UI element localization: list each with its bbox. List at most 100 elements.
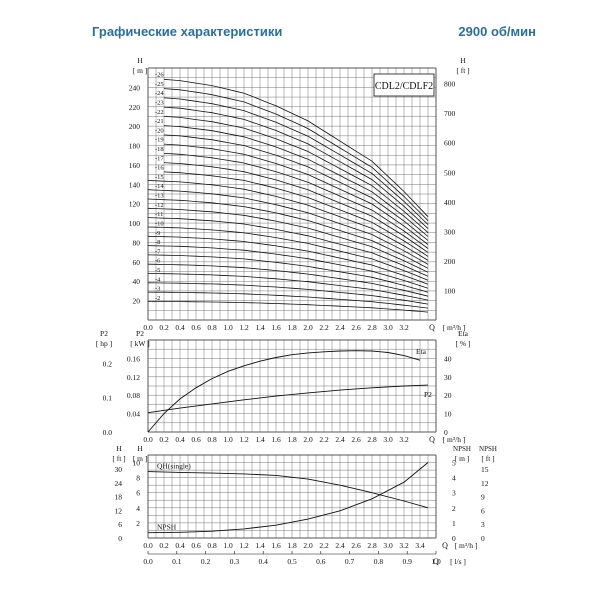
y-npsh-ft-tick-label: 9 bbox=[481, 493, 485, 502]
y-kw-axis-label: P2 bbox=[136, 329, 144, 338]
stage-label: -5 bbox=[155, 267, 160, 274]
stage-label: -11 bbox=[155, 211, 163, 218]
stage-curve-20 bbox=[163, 134, 429, 241]
x-tick-label: 0.4 bbox=[175, 541, 185, 550]
x-tick-label: 1.0 bbox=[223, 323, 233, 332]
y-tick-label: 240 bbox=[129, 83, 141, 92]
stage-curve-10 bbox=[147, 226, 429, 281]
x-tick-label: 2.0 bbox=[303, 435, 313, 444]
y-right-axis-label: H bbox=[460, 56, 466, 65]
x-tick-label: 3.0 bbox=[383, 435, 393, 444]
x-tick-label: 0.4 bbox=[175, 323, 185, 332]
x2-axis-unit: [ l/s ] bbox=[450, 557, 466, 566]
stage-curve-7 bbox=[147, 254, 429, 293]
x-tick-label: 2.8 bbox=[367, 323, 377, 332]
y-m-tick-label: 8 bbox=[136, 474, 140, 483]
x-tick-label: 3.0 bbox=[383, 323, 393, 332]
x2-axis-label: Q bbox=[433, 557, 439, 566]
stage-label: -26 bbox=[155, 72, 164, 79]
y-axis-unit: [ m ] bbox=[133, 66, 148, 75]
stage-label: -7 bbox=[155, 248, 161, 255]
stage-curve-3 bbox=[147, 291, 429, 309]
x-tick-label: 1.4 bbox=[255, 435, 265, 444]
x2-tick-label: 0.4 bbox=[259, 557, 269, 566]
x-axis-unit: [ m³/h ] bbox=[443, 435, 466, 444]
x-tick-label: 2.6 bbox=[351, 323, 361, 332]
x-tick-label: 0.0 bbox=[143, 541, 153, 550]
x-tick-label: 1.6 bbox=[271, 541, 281, 550]
y-npsh-ft-tick-label: 0 bbox=[481, 534, 485, 543]
y-kw-tick-label: 0.08 bbox=[127, 391, 140, 400]
y-npsh-m-tick-label: 5 bbox=[452, 459, 456, 468]
series-label-npsh: NPSH bbox=[157, 523, 177, 532]
y-tick-label: 200 bbox=[129, 122, 141, 131]
y-hp-axis-unit: [ hp ] bbox=[96, 339, 112, 348]
y-m-tick-label: 2 bbox=[136, 519, 140, 528]
x2-tick-label: 0.1 bbox=[172, 557, 182, 566]
y-tick-label: 100 bbox=[129, 219, 141, 228]
y-right-tick-label: 300 bbox=[444, 227, 456, 236]
stage-label: -15 bbox=[155, 174, 164, 181]
stage-label: -12 bbox=[155, 202, 164, 209]
x-tick-label: 0.8 bbox=[207, 541, 217, 550]
x-tick-label: 2.4 bbox=[335, 435, 345, 444]
stage-label: -14 bbox=[155, 183, 164, 190]
x-tick-label: 1.0 bbox=[223, 435, 233, 444]
x-axis-unit: [ m³/h ] bbox=[443, 323, 466, 332]
y-kw-tick-label: 0.12 bbox=[127, 373, 140, 382]
series-npsh bbox=[147, 462, 429, 534]
y-tick-label: 160 bbox=[129, 161, 141, 170]
y-kw-tick-label: 0.04 bbox=[127, 410, 140, 419]
x-tick-label: 1.8 bbox=[287, 541, 297, 550]
series-eta bbox=[147, 350, 421, 433]
y-ft-axis-unit: [ ft ] bbox=[112, 454, 125, 463]
y-m-tick-label: 6 bbox=[136, 489, 140, 498]
stage-curve-9 bbox=[147, 235, 429, 285]
y-ft-tick-label: 18 bbox=[115, 493, 123, 502]
y-right-tick-label: 600 bbox=[444, 139, 456, 148]
x-tick-label: 2.2 bbox=[319, 435, 329, 444]
x2-tick-label: 0.6 bbox=[316, 557, 326, 566]
x-tick-label: 2.6 bbox=[351, 435, 361, 444]
y-tick-label: 140 bbox=[129, 180, 141, 189]
page-title: Графические характеристики bbox=[92, 24, 283, 39]
stage-label: -8 bbox=[155, 239, 160, 246]
stage-curve-22 bbox=[163, 116, 429, 233]
stage-curve-14 bbox=[147, 189, 429, 265]
x2-tick-label: 0.3 bbox=[230, 557, 240, 566]
stage-curve-13 bbox=[147, 198, 429, 269]
stage-curve-26 bbox=[163, 78, 429, 217]
x-axis-label: Q bbox=[429, 323, 435, 332]
stage-curve-4 bbox=[147, 282, 429, 305]
y-hp-axis-label: P2 bbox=[100, 329, 108, 338]
stage-label: -3 bbox=[155, 286, 160, 293]
y-right-tick-label: 700 bbox=[444, 109, 456, 118]
y-eta-tick-label: 40 bbox=[444, 354, 452, 363]
y-kw-axis-unit: [ kW ] bbox=[130, 339, 149, 348]
x2-tick-label: 0.7 bbox=[345, 557, 355, 566]
x2-tick-label: 1.0 bbox=[431, 557, 441, 566]
stage-curve-2 bbox=[148, 300, 429, 313]
y-eta-tick-label: 0 bbox=[444, 428, 448, 437]
stage-label: -2 bbox=[155, 295, 160, 302]
x-tick-label: 0.2 bbox=[159, 435, 169, 444]
y-m-axis-unit: [ m ] bbox=[133, 454, 148, 463]
y-ft-tick-label: 6 bbox=[118, 520, 122, 529]
y-npsh-ft-tick-label: 6 bbox=[481, 506, 485, 515]
x-tick-label: 0.6 bbox=[191, 541, 201, 550]
stage-curve-11 bbox=[147, 217, 429, 277]
chart-labels: 2040608010012014016018020022024010020030… bbox=[96, 56, 497, 566]
x2-tick-label: 0.9 bbox=[403, 557, 413, 566]
x-tick-label: 2.6 bbox=[351, 541, 361, 550]
y-npsh-m-tick-label: 2 bbox=[452, 504, 456, 513]
x-axis-unit: [ m³/h ] bbox=[455, 541, 478, 550]
stage-curve-19 bbox=[163, 143, 429, 245]
x-tick-label: 0.2 bbox=[159, 541, 169, 550]
stage-label: -23 bbox=[155, 99, 164, 106]
y-ft-tick-label: 12 bbox=[115, 506, 123, 515]
y-right-tick-label: 400 bbox=[444, 198, 456, 207]
x-tick-label: 0.0 bbox=[143, 323, 153, 332]
y-npsh-ft-tick-label: 12 bbox=[481, 479, 489, 488]
y-tick-label: 220 bbox=[129, 103, 141, 112]
